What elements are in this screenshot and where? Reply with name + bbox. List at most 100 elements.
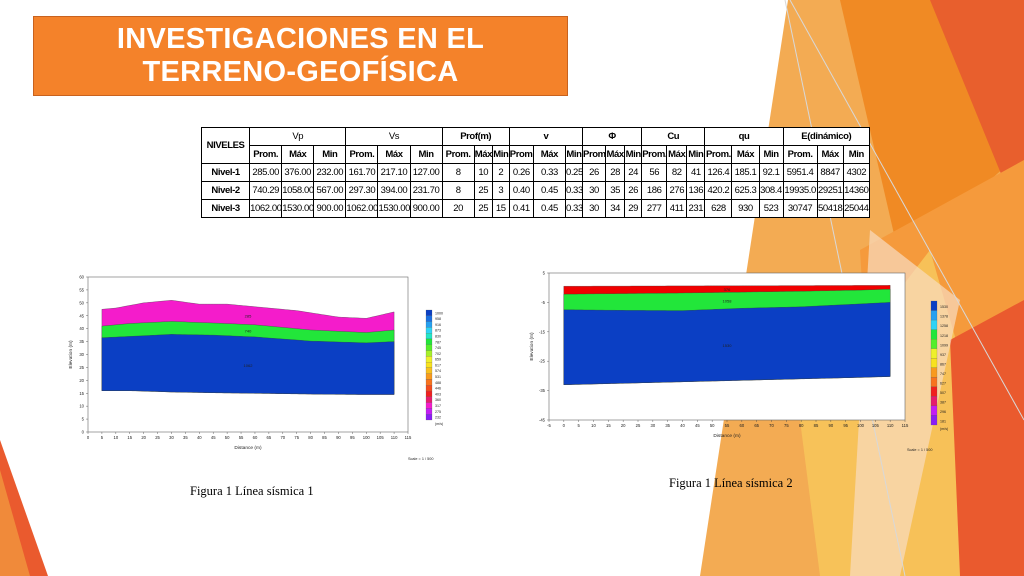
legend-value: 574 — [435, 369, 441, 373]
table-cell: 25 — [473, 199, 493, 218]
table-cell: 82 — [666, 163, 688, 182]
table-subheader: Máx — [473, 145, 493, 164]
legend-value: 916 — [435, 323, 441, 327]
legend-value: 232 — [435, 416, 441, 420]
group-header-phi: Φ — [582, 127, 643, 146]
table-subheader: Min — [313, 145, 347, 164]
table-cell: 8 — [441, 163, 475, 182]
table-subheader: Min — [564, 145, 584, 164]
table-cell: 276 — [666, 181, 688, 200]
x-tick-label: 90 — [336, 435, 341, 440]
seismic-line-2-chart: 1530 1058 376 -5 0 5 10 15 20 25 30 35 40 45 50 55 60 65 7… — [529, 271, 948, 453]
table-subheader: Máx — [532, 145, 566, 164]
y-tick-label: -15 — [539, 329, 546, 334]
x-tick-label: 10 — [113, 435, 118, 440]
legend-swatch — [425, 390, 433, 397]
y-tick-label: 45 — [79, 313, 84, 318]
legend-value: 873 — [435, 329, 441, 333]
y-tick-label: 50 — [79, 300, 84, 305]
layer-velocity-label: 740 — [245, 329, 252, 334]
table-cell: 1530.00 — [281, 199, 315, 218]
x-tick-label: 15 — [127, 435, 132, 440]
table-row: Nivel-1 285.00 376.00 232.00 161.70 217.10 127… — [200, 163, 871, 182]
y-tick-label: -25 — [539, 359, 546, 364]
table-cell: 420.2 — [704, 181, 733, 200]
x-tick-label: 60 — [739, 423, 744, 428]
table-cell: 50418 — [816, 199, 844, 218]
legend-value: 403 — [435, 392, 441, 396]
table-cell: 30 — [582, 181, 607, 200]
legend-swatch — [930, 339, 938, 349]
table-cell: 8847 — [816, 163, 844, 182]
row-label: Nivel-1 — [200, 163, 251, 182]
group-header-v: v — [508, 127, 584, 146]
table-subheader: Min — [686, 145, 706, 164]
table-cell: 126.4 — [704, 163, 733, 182]
legend-swatch — [425, 327, 433, 334]
slide-title-line-1: INVESTIGACIONES EN EL — [116, 23, 485, 55]
x-tick-label: 20 — [141, 435, 146, 440]
x-tick-label: 110 — [391, 435, 398, 440]
legend-swatch — [425, 356, 433, 363]
x-tick-label: 90 — [828, 423, 833, 428]
legend-value: 1258 — [940, 324, 948, 328]
table-cell: 34 — [605, 199, 626, 218]
slide-title-box: INVESTIGACIONES EN EL TERRENO-GEOFÍSICA — [33, 16, 568, 96]
table-cell: 26 — [582, 163, 607, 182]
x-tick-label: 65 — [754, 423, 759, 428]
legend-swatch — [425, 333, 433, 340]
scale-label: Scale = 1 / 500 — [907, 448, 932, 452]
legend-swatch — [425, 385, 433, 392]
table-cell: 30 — [582, 199, 607, 218]
legend-swatch — [425, 402, 433, 409]
x-tick-label: 110 — [887, 423, 894, 428]
table-cell: 92.1 — [758, 163, 784, 182]
x-tick-label: 105 — [377, 435, 385, 440]
table-cell: 900.00 — [409, 199, 443, 218]
table-cell: 161.70 — [345, 163, 379, 182]
x-tick-label: 0 — [563, 423, 566, 428]
x-tick-label: 75 — [784, 423, 789, 428]
legend-swatch — [930, 415, 938, 426]
legend-value: 1000 — [435, 311, 443, 315]
legend-swatch — [930, 319, 938, 330]
y-tick-label: 60 — [79, 275, 84, 280]
geophysics-table: NIVELES Vp Vs Prof(m) v Φ Cu qu E(dinámi… — [200, 127, 871, 218]
y-tick-label: 55 — [79, 287, 84, 292]
table-subheader: Máx — [816, 145, 844, 164]
x-tick-label: 70 — [769, 423, 774, 428]
legend-swatch — [930, 329, 938, 340]
table-cell: 411 — [666, 199, 688, 218]
x-tick-label: 115 — [405, 435, 412, 440]
table-cell: 29 — [624, 199, 643, 218]
group-header-prof: Prof(m) — [441, 127, 510, 146]
table-cell: 217.10 — [377, 163, 411, 182]
x-tick-label: 5 — [101, 435, 104, 440]
legend-value: 1530 — [940, 305, 948, 309]
table-cell: 740.29 — [249, 181, 283, 200]
table-cell: 0.26 — [508, 163, 534, 182]
figure-2-caption: Figura 1 Línea sísmica 2 — [669, 476, 793, 490]
legend-unit: (m/s) — [940, 427, 948, 431]
table-cell: 232.00 — [313, 163, 347, 182]
table-subheader: Min — [842, 145, 871, 164]
x-tick-label: 35 — [183, 435, 188, 440]
group-header-qu: qu — [704, 127, 784, 146]
table-cell: 930 — [731, 199, 760, 218]
y-tick-label: 5 — [543, 271, 546, 276]
y-tick-label: -35 — [539, 388, 546, 393]
legend-swatch — [425, 315, 433, 322]
layer-velocity-label: 1058 — [723, 299, 733, 304]
legend-value: 1099 — [940, 343, 948, 347]
x-tick-label: 20 — [621, 423, 626, 428]
velocity-layer — [563, 302, 891, 385]
table-cell: 24 — [624, 163, 643, 182]
table-cell: 0.25 — [564, 163, 584, 182]
table-subheader: Máx — [377, 145, 411, 164]
table-subheader: Min — [409, 145, 443, 164]
table-cell: 30747 — [782, 199, 818, 218]
table-cell: 4302 — [842, 163, 871, 182]
legend-swatch — [425, 321, 433, 328]
x-tick-label: 50 — [225, 435, 230, 440]
legend-unit: (m/s) — [435, 422, 443, 426]
